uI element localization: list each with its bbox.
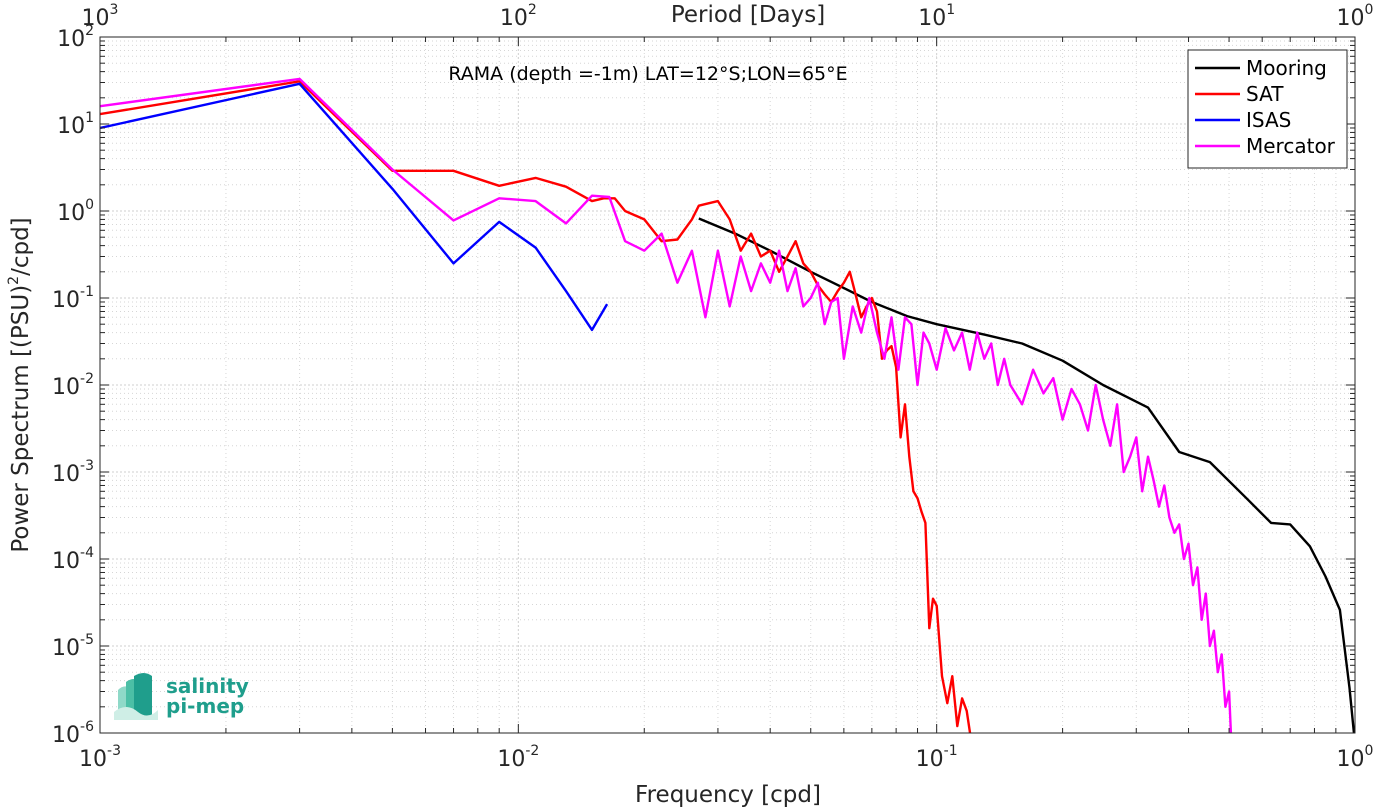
x-tick-label-exponent: -2 <box>525 743 539 759</box>
y-tick-label: 102 <box>57 23 94 52</box>
logo-line1: salinity <box>166 674 249 698</box>
y-tick-label-base: 10 <box>57 27 85 52</box>
y-tick-label-exponent: -3 <box>80 458 94 474</box>
y-tick-label: 10-4 <box>52 545 94 574</box>
y-tick-label-exponent: -2 <box>80 371 94 387</box>
x-tick-label-exponent: -3 <box>107 743 121 759</box>
top-tick-label-exponent: 3 <box>110 2 119 18</box>
y-tick-label: 10-2 <box>52 371 94 400</box>
top-tick-label: 102 <box>500 2 537 31</box>
x-tick-label: 10-3 <box>79 743 121 772</box>
y-axis-title-sup: 2 <box>6 276 22 285</box>
y-tick-label-exponent: 0 <box>85 197 94 213</box>
chart-annotation: RAMA (depth =-1m) LAT=12°S;LON=65°E <box>448 63 847 85</box>
y-tick-label: 10-6 <box>52 719 94 748</box>
x-tick-label-base: 10 <box>1337 747 1365 772</box>
x-axis-title: Frequency [cpd] <box>635 782 821 808</box>
y-tick-label-exponent: -5 <box>80 632 94 648</box>
x-tick-label-base: 10 <box>497 747 525 772</box>
y-tick-label: 101 <box>57 110 94 139</box>
y-tick-label-base: 10 <box>57 114 85 139</box>
x-tick-label-exponent: -1 <box>944 743 958 759</box>
top-axis-title: Period [Days] <box>671 2 825 28</box>
y-tick-label-exponent: -4 <box>80 545 94 561</box>
series-line-mooring <box>698 217 1355 733</box>
ticks-layer <box>99 36 1356 734</box>
legend-label-mooring: Mooring <box>1246 56 1327 80</box>
series-layer <box>100 77 1355 733</box>
logo-waves-icon <box>114 673 158 720</box>
y-tick-label: 10-3 <box>52 458 94 487</box>
y-tick-label-base: 10 <box>57 201 85 226</box>
top-tick-label-base: 10 <box>918 6 946 31</box>
top-tick-label-base: 10 <box>500 6 528 31</box>
y-tick-label-exponent: -6 <box>80 719 94 735</box>
y-tick-label-base: 10 <box>52 549 80 574</box>
y-tick-label-base: 10 <box>52 636 80 661</box>
x-tick-label: 100 <box>1337 743 1374 772</box>
series-line-isas <box>100 82 609 332</box>
y-tick-label: 100 <box>57 197 94 226</box>
legend-label-sat: SAT <box>1246 82 1284 106</box>
y-tick-label-exponent: 1 <box>85 110 94 126</box>
legend-label-isas: ISAS <box>1246 108 1291 132</box>
y-axis-title-tail: /cpd] <box>8 217 34 276</box>
y-tick-label-base: 10 <box>52 723 80 748</box>
y-tick-label: 10-1 <box>52 284 94 313</box>
y-axis-title: Power Spectrum [(PSU)2/cpd] <box>6 217 34 552</box>
y-tick-label: 10-5 <box>52 632 94 661</box>
y-tick-label-exponent: 2 <box>85 23 94 39</box>
logo-line2: pi-mep <box>166 694 244 718</box>
legend-label-mercator: Mercator <box>1246 134 1336 158</box>
top-tick-label-base: 10 <box>82 6 110 31</box>
series-line-mercator <box>100 77 1233 733</box>
y-tick-label-exponent: -1 <box>80 284 94 300</box>
legend-box <box>1187 49 1348 169</box>
top-tick-label: 103 <box>82 2 119 31</box>
top-tick-label-exponent: 1 <box>946 2 955 18</box>
y-axis-title-main: Power Spectrum [(PSU) <box>8 285 34 553</box>
x-tick-label: 10-2 <box>497 743 539 772</box>
y-tick-label-base: 10 <box>52 288 80 313</box>
y-tick-label-base: 10 <box>52 462 80 487</box>
x-tick-label-base: 10 <box>916 747 944 772</box>
top-tick-label: 100 <box>1337 2 1374 31</box>
top-tick-label-base: 10 <box>1337 6 1365 31</box>
x-tick-label: 10-1 <box>916 743 958 772</box>
x-tick-label-exponent: 0 <box>1365 743 1374 759</box>
y-tick-label-base: 10 <box>52 375 80 400</box>
top-tick-label: 101 <box>918 2 955 31</box>
x-tick-label-base: 10 <box>79 747 107 772</box>
salinity-pi-mep-logo: salinity pi-mep <box>114 673 249 720</box>
top-tick-label-exponent: 0 <box>1365 2 1374 18</box>
top-tick-label-exponent: 2 <box>528 2 537 18</box>
